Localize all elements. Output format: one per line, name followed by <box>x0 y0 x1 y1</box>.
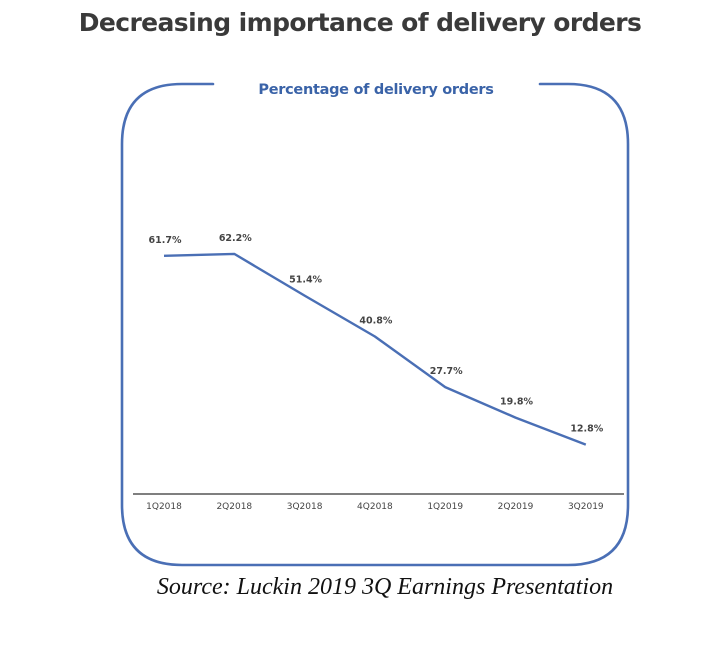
x-tick-label: 1Q2018 <box>146 502 182 512</box>
page-title: Decreasing importance of delivery orders <box>78 8 642 37</box>
x-tick-label: 1Q2019 <box>427 502 463 512</box>
data-label: 27.7% <box>430 366 463 377</box>
data-label: 51.4% <box>289 275 322 286</box>
data-label: 40.8% <box>359 316 392 327</box>
x-tick-label: 2Q2018 <box>216 502 252 512</box>
x-tick-label: 2Q2019 <box>498 502 534 512</box>
series-line <box>163 252 587 446</box>
source-note: Source: Luckin 2019 3Q Earnings Presenta… <box>156 574 614 600</box>
x-tick-label: 3Q2018 <box>287 502 323 512</box>
chart-frame <box>120 82 630 567</box>
data-label: 19.8% <box>500 397 533 408</box>
x-tick-label: 4Q2018 <box>357 502 393 512</box>
x-tick-label: 3Q2019 <box>568 502 604 512</box>
data-label: 62.2% <box>219 233 252 244</box>
data-label: 61.7% <box>149 235 182 246</box>
data-label: 12.8% <box>570 424 603 435</box>
chart-title: Percentage of delivery orders <box>258 82 493 98</box>
